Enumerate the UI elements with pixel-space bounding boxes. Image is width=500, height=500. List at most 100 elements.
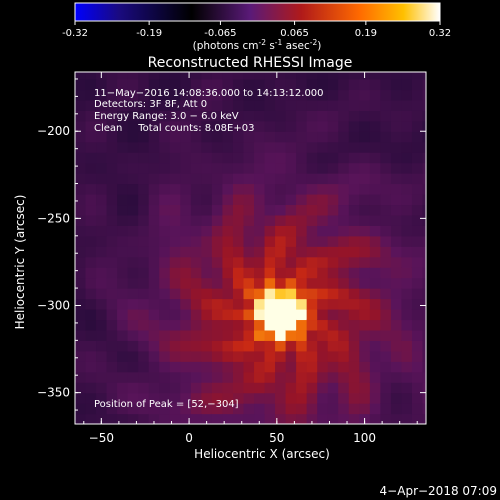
heatmap-cell [306, 382, 318, 394]
heatmap-cell [296, 120, 308, 132]
heatmap-cell [222, 72, 234, 80]
heatmap-cell [159, 78, 171, 91]
heatmap-cell [169, 256, 181, 268]
heatmap-cell [275, 329, 287, 341]
heatmap-cell [401, 193, 413, 206]
heatmap-cell [275, 319, 287, 331]
heatmap-cell [264, 319, 276, 331]
heatmap-cell [380, 246, 392, 258]
heatmap-cell [159, 89, 171, 101]
heatmap-cell [327, 152, 339, 164]
heatmap-cell [338, 361, 350, 373]
heatmap-cell [180, 350, 192, 362]
heatmap-cell [348, 267, 360, 279]
heatmap-cell [359, 193, 371, 206]
heatmap-cell [348, 319, 360, 331]
heatmap-cell [338, 288, 350, 300]
heatmap-cell [96, 340, 108, 352]
heatmap-cell [369, 78, 381, 91]
heatmap-cell [285, 288, 297, 300]
heatmap-cell [369, 173, 381, 185]
heatmap-cell [201, 183, 213, 195]
heatmap-cell [96, 173, 108, 185]
heatmap-cell [285, 267, 297, 279]
heatmap-cell [190, 78, 202, 91]
heatmap-cell [159, 392, 171, 404]
y-tick-label: −250 [37, 211, 70, 225]
heatmap-cell [190, 267, 202, 279]
heatmap-cell [138, 371, 150, 383]
heatmap-cell [338, 204, 350, 216]
heatmap-cell [211, 246, 224, 258]
heatmap-cell [285, 329, 297, 341]
heatmap-cell [411, 371, 424, 383]
heatmap-cell [348, 183, 360, 195]
heatmap-cell [138, 256, 150, 268]
heatmap-cell [306, 308, 318, 321]
heatmap-cell [285, 225, 297, 237]
heatmap-cell [380, 403, 392, 415]
heatmap-cell [190, 183, 202, 195]
heatmap-cell [380, 235, 392, 247]
heatmap-cell [264, 329, 276, 341]
heatmap-cell [232, 173, 245, 185]
heatmap-cell [85, 308, 97, 321]
heatmap-cell [180, 256, 192, 268]
heatmap-cell [422, 72, 426, 80]
heatmap-cell [327, 173, 339, 185]
heatmap-cell [180, 413, 192, 424]
heatmap-cell [201, 371, 213, 383]
heatmap-cell [232, 78, 245, 91]
heatmap-cell [359, 340, 371, 352]
heatmap-cell [264, 99, 276, 111]
heatmap-cell [401, 131, 413, 143]
heatmap-cell [159, 288, 171, 300]
heatmap-cell [338, 78, 350, 91]
heatmap-cell [117, 256, 129, 268]
heatmap-cell [401, 371, 413, 383]
heatmap-cell [127, 183, 139, 195]
heatmap-cell [127, 72, 139, 80]
heatmap-cell [317, 256, 329, 268]
heatmap-cell [296, 371, 308, 383]
heatmap-cell [380, 183, 392, 195]
heatmap-cell [96, 256, 108, 268]
heatmap-cell [317, 183, 329, 195]
heatmap-cell [201, 141, 213, 153]
heatmap-cell [222, 162, 234, 174]
heatmap-cell [159, 246, 171, 258]
heatmap-cell [327, 288, 339, 300]
heatmap-cell [369, 120, 381, 132]
heatmap-cell [296, 235, 308, 247]
heatmap-cell [285, 371, 297, 383]
heatmap-cell [117, 72, 129, 80]
heatmap-cell [106, 246, 118, 258]
heatmap-cell [138, 319, 150, 331]
heatmap-cell [201, 214, 213, 226]
heatmap-cell [317, 162, 329, 174]
heatmap-cell [138, 131, 150, 143]
heatmap-cell [222, 152, 234, 164]
heatmap-cell [96, 78, 108, 91]
heatmap-cell [180, 340, 192, 352]
heatmap-cell [169, 298, 181, 310]
heatmap-cell [106, 371, 118, 383]
heatmap-cell [275, 235, 287, 247]
heatmap-cell [338, 99, 350, 111]
heatmap-cell [180, 204, 192, 216]
heatmap-cell [106, 350, 118, 362]
heatmap-cell [211, 340, 224, 352]
heatmap-cell [275, 152, 287, 164]
heatmap-cell [127, 78, 139, 91]
heatmap-cell [390, 131, 403, 143]
heatmap-cell [306, 225, 318, 237]
heatmap-cell [306, 277, 318, 289]
heatmap-cell [401, 110, 413, 122]
heatmap-cell [306, 214, 318, 226]
heatmap-cell [359, 277, 371, 289]
heatmap-cell [222, 110, 234, 122]
heatmap-cell [201, 173, 213, 185]
heatmap-cell [422, 214, 426, 226]
heatmap-cell [75, 152, 87, 164]
heatmap-cell [127, 413, 139, 424]
